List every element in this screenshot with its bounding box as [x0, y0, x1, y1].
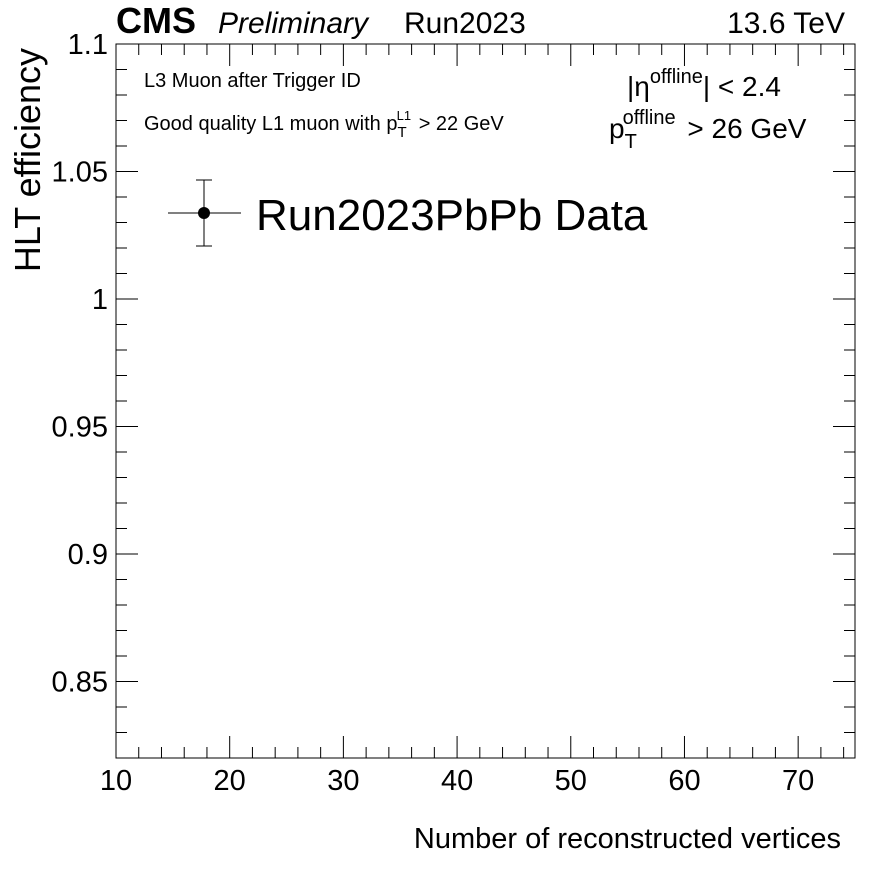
legend-label: Run2023PbPb Data — [256, 191, 648, 240]
plot-frame — [115, 43, 856, 759]
run-label: Run2023 — [404, 7, 526, 40]
y-tick-label: 0.85 — [52, 667, 108, 699]
x-tick-label: 50 — [555, 765, 587, 797]
preliminary-label: Preliminary — [218, 7, 370, 40]
legend-marker-point — [198, 207, 210, 219]
y-axis-title: HLT efficiency — [7, 48, 48, 272]
axes: 10 20 30 40 50 60 70 0.85 0.9 0.95 1 1.05 1.1 — [52, 29, 856, 797]
y-tick-label: 1.1 — [68, 29, 108, 61]
x-axis-title: Number of reconstructed vertices — [414, 823, 841, 855]
x-tick-label: 40 — [441, 765, 473, 797]
x-tick-label: 70 — [782, 765, 814, 797]
y-tick-label: 0.95 — [52, 412, 108, 444]
annotation-eta-cut: |ηoffline| < 2.4 — [627, 66, 781, 102]
energy-label: 13.6 TeV — [727, 7, 845, 40]
y-tick-label: 0.9 — [68, 539, 108, 571]
legend: Run2023PbPb Data — [168, 179, 648, 247]
annotation-l1-quality: Good quality L1 muon with pTL1 > 22 GeV — [144, 108, 504, 141]
cms-label: CMS — [116, 0, 196, 41]
x-tick-label: 20 — [214, 765, 246, 797]
y-tick-label: 1.05 — [52, 157, 108, 189]
x-tick-label: 10 — [100, 765, 132, 797]
annotation-pt-cut: pToffline > 26 GeV — [609, 107, 807, 153]
x-tick-label: 30 — [327, 765, 359, 797]
y-tick-label: 1 — [92, 284, 108, 316]
annotation-trigger: L3 Muon after Trigger ID — [144, 70, 361, 92]
x-tick-label: 60 — [668, 765, 700, 797]
